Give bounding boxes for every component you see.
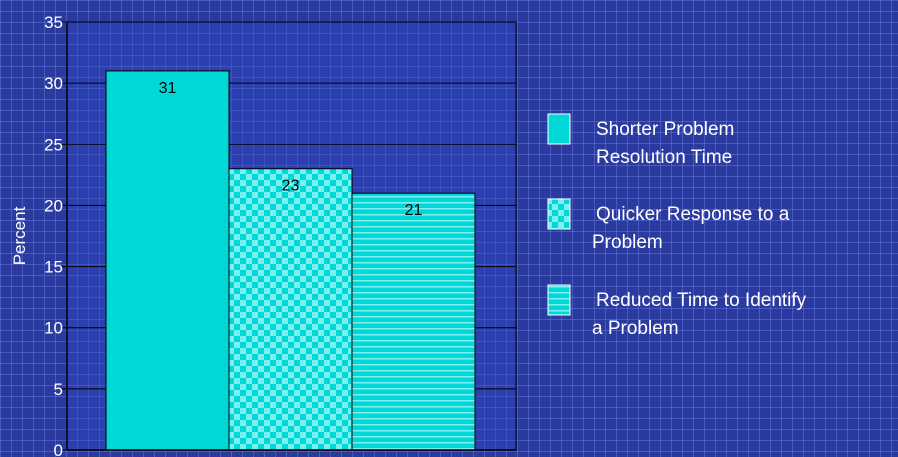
- y-tick-label: 30: [44, 74, 63, 93]
- bar-labels: 31 23 21: [159, 80, 423, 219]
- legend-swatch: [547, 284, 571, 316]
- y-tick-label: 25: [44, 135, 63, 154]
- y-tick-label: 5: [54, 380, 63, 399]
- bar-3: [351, 192, 476, 451]
- legend-label-line: Quicker Response to a: [596, 204, 790, 225]
- bar-value-label: 21: [405, 202, 423, 219]
- legend-item-3: Reduced Time to Identify a Problem: [547, 284, 807, 339]
- bar-2: [228, 168, 353, 451]
- legend-item-1: Shorter Problem Resolution Time: [547, 113, 734, 168]
- bars: [105, 70, 476, 451]
- legend-label-line: Reduced Time to Identify: [596, 290, 807, 311]
- y-tick-label: 0: [54, 441, 63, 457]
- legend-label-line: a Problem: [592, 318, 679, 339]
- bar-1: [105, 70, 230, 451]
- y-tick-label: 10: [44, 319, 63, 338]
- legend-label-line: Shorter Problem: [596, 119, 734, 140]
- y-axis-ticks: 0 5 10 15 20 25 30 35: [44, 13, 67, 457]
- y-axis-title: Percent: [10, 206, 29, 265]
- legend-item-2: Quicker Response to a Problem: [547, 198, 790, 253]
- legend-label-line: Problem: [592, 232, 663, 253]
- legend-label-line: Resolution Time: [596, 147, 732, 168]
- bar-value-label: 31: [159, 80, 177, 97]
- y-tick-label: 20: [44, 196, 63, 215]
- y-tick-label: 15: [44, 258, 63, 277]
- legend-swatch: [547, 113, 571, 145]
- legend-swatch: [547, 198, 571, 230]
- legend: Shorter Problem Resolution Time Quicker Re…: [547, 113, 807, 339]
- bar-value-label: 23: [282, 178, 300, 195]
- y-tick-label: 35: [44, 13, 63, 32]
